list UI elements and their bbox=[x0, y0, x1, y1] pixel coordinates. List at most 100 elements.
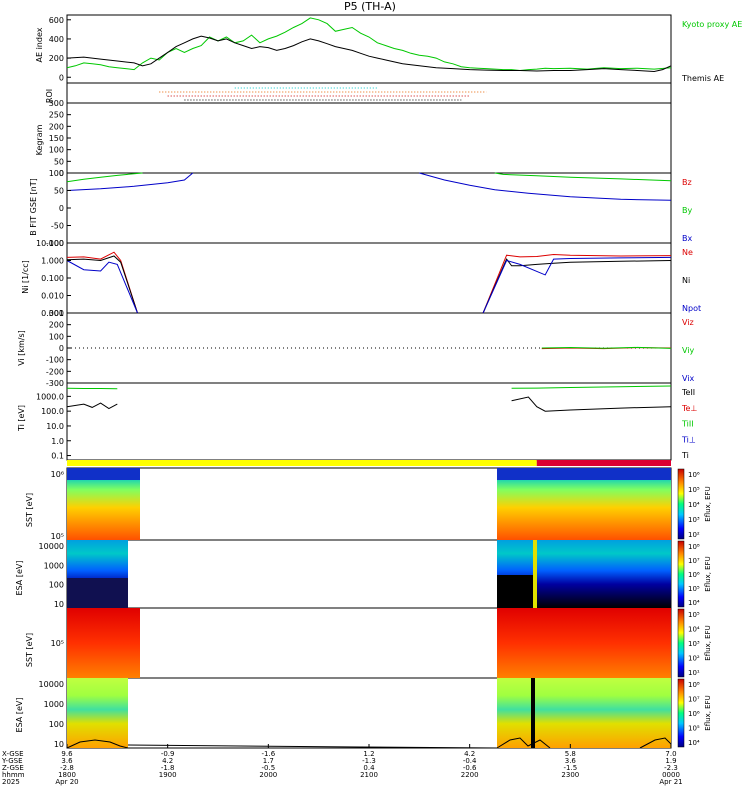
series-bfield-2-0 bbox=[66, 172, 194, 191]
xtick-val-2-0: -1.6 bbox=[261, 750, 275, 758]
roi-ylabel: ROI bbox=[45, 89, 54, 103]
spec-ytick-label-esa-electron-1: 100 bbox=[49, 720, 64, 729]
xtick-val-2-2: -0.5 bbox=[261, 764, 275, 772]
ytick-label-temperature-4: 1000.0 bbox=[36, 392, 64, 401]
colorbar-tick-esa-electron-0: 10⁴ bbox=[688, 739, 700, 747]
legend-density-0: Ne bbox=[682, 248, 693, 257]
panel-frame-temperature bbox=[66, 382, 672, 461]
ytick-label-kp-3: 150 bbox=[49, 134, 64, 143]
colorbar-label-sst-ion: Eflux, EFU bbox=[704, 486, 712, 521]
ytick-label-velocity-2: -100 bbox=[46, 356, 64, 365]
ytick-label-kp-0: 0 bbox=[59, 169, 64, 178]
xtick-val-5-3: 2300 bbox=[561, 771, 579, 779]
legend-velocity-2: Vix bbox=[682, 374, 695, 383]
mode-bar-segment-0 bbox=[67, 460, 537, 466]
xaxis-row-label-2: Z-GSE bbox=[2, 764, 24, 772]
ytick-label-velocity-3: 0 bbox=[59, 344, 64, 353]
legend-density-2: Npot bbox=[682, 304, 701, 313]
legend-bfield-0: Bz bbox=[682, 178, 692, 187]
ytick-label-temperature-3: 100.0 bbox=[41, 407, 64, 416]
y-axis-labels: AE index ROI Kegram B FIT GSE [nT] Ni [1… bbox=[15, 27, 54, 732]
colorbar-tick-esa-electron-4: 10⁸ bbox=[688, 681, 700, 689]
series-density-1-0 bbox=[66, 255, 138, 314]
xtick-val-2-3: 2000 bbox=[259, 771, 277, 779]
series-ae-1-0 bbox=[66, 35, 672, 73]
xaxis-row-label-1: Y-GSE bbox=[1, 757, 23, 765]
ytick-label-density-2: 0.100 bbox=[41, 274, 64, 283]
legend-temperature-2: TiII bbox=[681, 420, 694, 429]
ytick-label-kp-6: 300 bbox=[49, 99, 64, 108]
colorbar-tick-sst-ion-3: 10⁵ bbox=[688, 486, 700, 494]
colorbar-tick-sst-ion-1: 10³ bbox=[688, 516, 700, 524]
panel-frame-roi bbox=[66, 82, 672, 104]
legend-velocity-0: Viz bbox=[682, 318, 694, 327]
xaxis-row-label-3: hhmm bbox=[2, 771, 25, 779]
series-velocity-1-0 bbox=[541, 346, 672, 349]
spec-ytick-label-sst-electron-0: 10⁵ bbox=[51, 639, 64, 648]
xtick-val-2-1: 1.7 bbox=[263, 757, 274, 765]
legend-temperature-0: TeII bbox=[681, 388, 695, 397]
colorbar-tick-esa-ion-3: 10⁷ bbox=[688, 557, 700, 565]
data-lines bbox=[66, 17, 672, 412]
ytick-label-kp-2: 100 bbox=[49, 146, 64, 155]
colorbar-tick-esa-electron-1: 10⁵ bbox=[688, 725, 700, 733]
colorbar-tick-esa-electron-3: 10⁷ bbox=[688, 696, 700, 704]
ytick-label-kp-5: 250 bbox=[49, 111, 64, 120]
spec-ytick-label-sst-ion-1: 10⁶ bbox=[51, 470, 64, 479]
plot-title: P5 (TH-A) bbox=[344, 0, 396, 13]
xtick-val-5-1: 3.6 bbox=[565, 757, 577, 765]
xtick-val-3-0: 1.2 bbox=[363, 750, 374, 758]
xtick-val-5-0: 5.8 bbox=[565, 750, 576, 758]
legend-velocity-1: Viy bbox=[682, 346, 695, 355]
ae-ylabel: AE index bbox=[35, 27, 44, 62]
ytick-label-velocity-4: 100 bbox=[49, 332, 64, 341]
spec-ytick-label-esa-ion-0: 10 bbox=[54, 600, 64, 609]
colorbar-tick-sst-electron-1: 10² bbox=[688, 655, 700, 663]
series-density-1-1 bbox=[482, 258, 672, 314]
spec-ytick-label-esa-electron-3: 10000 bbox=[39, 680, 64, 689]
esa-electron-ylabel: ESA [eV] bbox=[15, 698, 24, 733]
series-density-0-1 bbox=[482, 253, 672, 314]
xtick-val-0-3: 1800 bbox=[58, 771, 76, 779]
velocity-ylabel: Vi [km/s] bbox=[17, 330, 26, 366]
xtick-val-4-0: 4.2 bbox=[464, 750, 475, 758]
legend-bfield-2: Bx bbox=[682, 234, 692, 243]
legend-ae-0: Kyoto proxy AE bbox=[682, 20, 742, 29]
colorbar-esa-ion bbox=[677, 540, 685, 608]
colorbar-label-sst-electron: Eflux, EFU bbox=[704, 625, 712, 660]
xtick-val-6-1: 1.9 bbox=[665, 757, 676, 765]
ytick-label-bfield-1: -50 bbox=[51, 222, 64, 231]
xtick-val-0-1: 3.6 bbox=[61, 757, 73, 765]
xtick-val-1-3: 1900 bbox=[159, 771, 177, 779]
sst-electron-ylabel: SST [eV] bbox=[25, 633, 34, 667]
ytick-label-velocity-6: 300 bbox=[49, 309, 64, 318]
colorbar-tick-sst-electron-2: 10³ bbox=[688, 640, 700, 648]
xtick-val-3-3: 2100 bbox=[360, 771, 378, 779]
ytick-label-density-4: 10.000 bbox=[36, 239, 64, 248]
ytick-label-velocity-0: -300 bbox=[46, 379, 64, 388]
xaxis-row-label-0: X-GSE bbox=[2, 750, 24, 758]
series-density-2-0 bbox=[66, 260, 138, 314]
spec-ytick-label-esa-electron-2: 1000 bbox=[44, 700, 64, 709]
series-bfield-2-1 bbox=[419, 172, 672, 201]
temperature-ylabel: Ti [eV] bbox=[17, 405, 26, 432]
colorbar-tick-esa-ion-2: 10⁶ bbox=[688, 571, 700, 579]
legend-density-1: Ni bbox=[682, 276, 690, 285]
colorbar-tick-sst-electron-3: 10⁴ bbox=[688, 626, 700, 634]
colorbar-tick-esa-ion-0: 10⁴ bbox=[688, 599, 700, 607]
colorbar-sst-ion bbox=[677, 468, 685, 540]
colorbar-tick-sst-ion-0: 10² bbox=[688, 531, 700, 539]
colorbar-tick-esa-electron-2: 10⁶ bbox=[688, 710, 700, 718]
legends: Kyoto proxy AE Themis AE Bz By Bx Ne Ni Npot Viz… bbox=[681, 20, 742, 460]
ytick-label-bfield-4: 100 bbox=[49, 169, 64, 178]
xtick-val-3-1: -1.3 bbox=[362, 757, 376, 765]
spec-ytick-label-sst-ion-0: 10⁵ bbox=[51, 532, 64, 541]
legend-ae-1: Themis AE bbox=[681, 74, 724, 83]
xtick-date-6: Apr 21 bbox=[659, 778, 682, 786]
spec-ytick-label-esa-ion-1: 100 bbox=[49, 581, 64, 590]
colorbar-tick-sst-electron-4: 10⁵ bbox=[688, 611, 700, 619]
ytick-label-velocity-1: -200 bbox=[46, 367, 64, 376]
legend-temperature-4: Ti bbox=[681, 451, 689, 460]
xtick-val-1-2: -1.8 bbox=[161, 764, 175, 772]
